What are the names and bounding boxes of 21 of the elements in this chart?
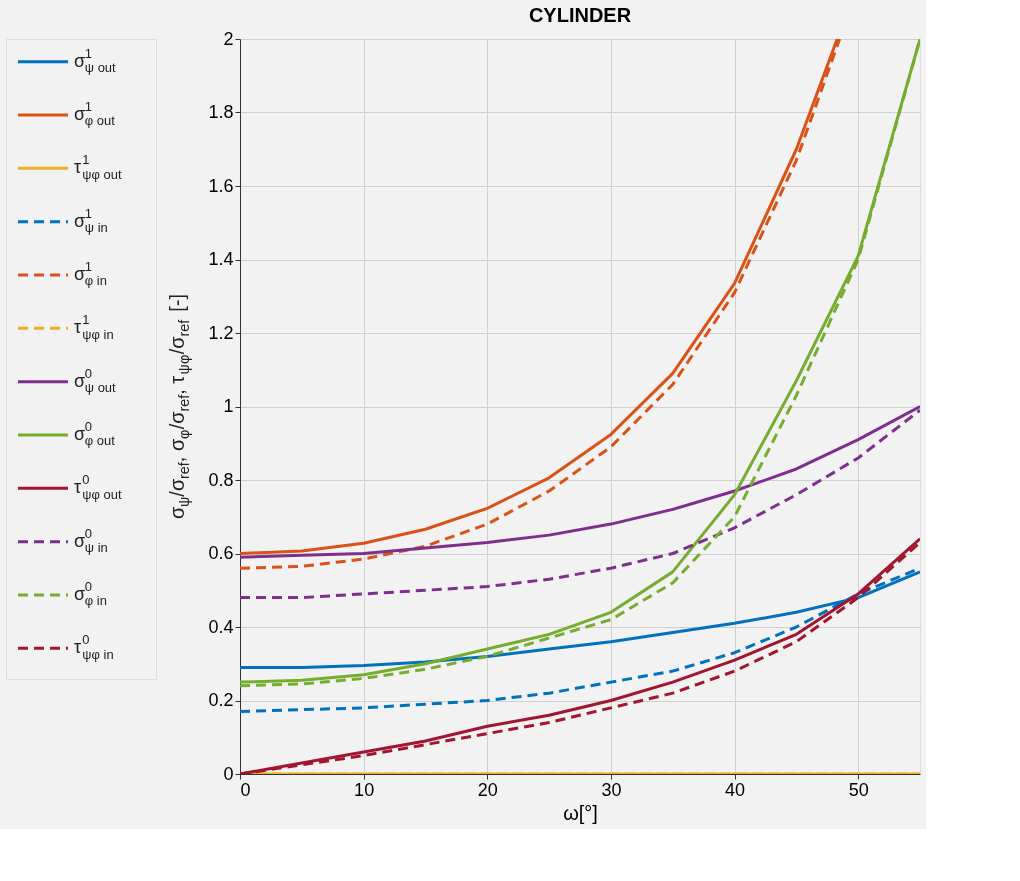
- y-tick-label: 1.4: [208, 249, 234, 269]
- y-tick-label: 1.8: [208, 102, 234, 122]
- x-tick-label: 20: [477, 779, 498, 800]
- x-tick-label: 30: [601, 779, 622, 800]
- x-tick-label: 40: [725, 779, 746, 800]
- y-tick-label: 0.8: [208, 469, 234, 490]
- x-tick-label: 50: [848, 779, 869, 800]
- chart-title: CYLINDER: [528, 4, 632, 26]
- x-axis-title: ω[°]: [563, 801, 598, 824]
- y-tick-label: 0.6: [208, 543, 234, 563]
- y-tick-label: 0.2: [208, 690, 234, 710]
- y-tick-label: 1.6: [208, 175, 234, 196]
- y-tick-label: 0.4: [208, 616, 234, 637]
- y-tick-label: 0: [223, 763, 234, 784]
- x-tick-label: 10: [354, 779, 375, 800]
- text: σψ/σref, σφ/σref, τψφ/σref [-]: [166, 293, 192, 520]
- y-tick-label: 1.2: [208, 322, 234, 343]
- y-tick-label: 1: [223, 396, 234, 416]
- y-tick-label: 2: [223, 28, 234, 49]
- line-series: [240, 408, 920, 600]
- x-tick-label: 0: [240, 779, 251, 800]
